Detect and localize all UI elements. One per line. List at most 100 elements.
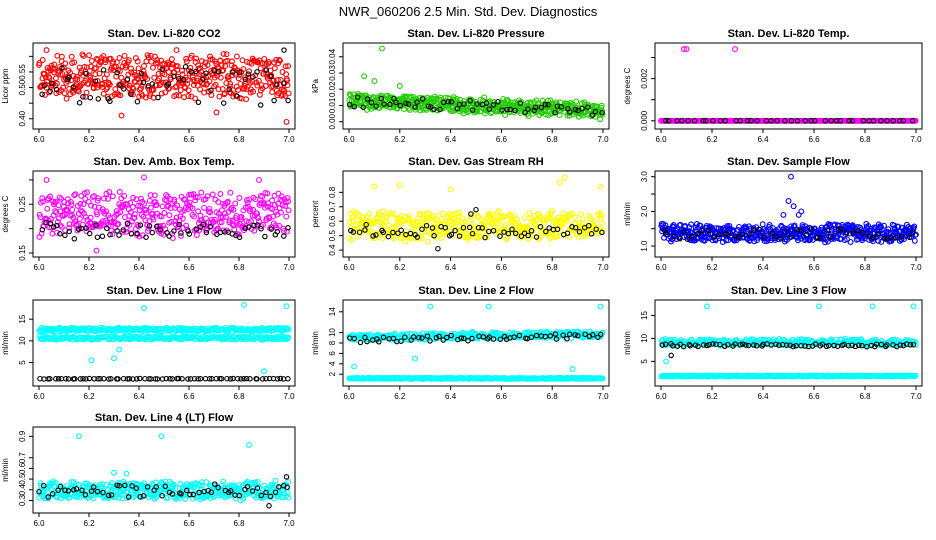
data-point — [233, 53, 240, 60]
outlier-point — [141, 174, 147, 181]
data-point — [41, 82, 48, 89]
point-group — [36, 301, 292, 382]
x-tick-label: 6.6 — [808, 135, 820, 144]
data-point — [458, 335, 464, 341]
data-point — [58, 223, 65, 230]
plot-frame — [654, 299, 923, 387]
data-point — [828, 118, 834, 124]
data-point — [362, 227, 368, 233]
data-point — [456, 209, 463, 216]
data-point — [393, 99, 399, 106]
data-point — [36, 60, 43, 66]
data-point — [419, 96, 426, 102]
data-point — [387, 101, 393, 108]
y-tick-label: 0.8 — [328, 186, 337, 198]
data-point — [178, 232, 184, 239]
data-point — [57, 222, 64, 229]
outlier-point — [597, 183, 604, 190]
data-point — [227, 376, 234, 382]
data-point — [456, 233, 463, 239]
data-point — [274, 76, 281, 83]
outlier-point — [241, 301, 247, 308]
data-point — [152, 199, 159, 206]
x-tick-label: 6.8 — [233, 135, 245, 144]
data-point — [218, 375, 225, 382]
data-point — [576, 229, 583, 235]
data-point — [131, 211, 138, 218]
data-point — [405, 215, 412, 222]
data-point — [406, 106, 413, 113]
data-point — [575, 107, 581, 114]
data-point — [419, 226, 425, 232]
data-point — [178, 230, 184, 236]
data-point — [782, 118, 788, 124]
data-point — [410, 334, 417, 340]
data-point — [808, 118, 814, 124]
x-tick-label: 6.8 — [859, 392, 871, 401]
data-point — [591, 218, 598, 225]
data-point — [688, 221, 695, 228]
data-point — [135, 65, 142, 72]
data-point — [474, 101, 480, 107]
data-point — [486, 106, 493, 112]
data-point — [269, 89, 276, 96]
data-point — [495, 99, 501, 105]
data-point — [55, 215, 62, 222]
data-point — [480, 334, 487, 340]
data-point — [285, 207, 292, 214]
data-point — [516, 332, 523, 339]
data-point — [171, 73, 177, 80]
data-point — [366, 210, 373, 217]
data-point — [109, 231, 116, 238]
y-tick-label: 10 — [640, 333, 649, 342]
data-point — [206, 376, 213, 382]
data-point — [157, 227, 163, 233]
data-point — [53, 376, 59, 382]
outlier-point — [569, 366, 576, 372]
chart-title: Stan. Dev. Li-820 Pressure — [407, 28, 544, 40]
data-point — [94, 211, 101, 218]
x-tick-label: 6.2 — [83, 263, 95, 272]
plot-frame — [342, 42, 610, 130]
data-point — [263, 70, 270, 77]
data-point — [462, 219, 469, 226]
data-point — [133, 72, 140, 79]
y-tick-label: 0.7 — [328, 201, 337, 213]
data-point — [141, 200, 148, 207]
data-point — [588, 231, 595, 237]
series-cal — [348, 206, 605, 252]
data-point — [42, 91, 48, 98]
outlier-point — [447, 186, 454, 193]
figure-title: NWR_060206 2.5 Min. Std. Dev. Diagnostic… — [339, 4, 598, 19]
outlier-point — [371, 78, 378, 85]
data-point — [130, 194, 137, 201]
data-point — [806, 237, 812, 244]
data-point — [346, 91, 353, 98]
data-point — [55, 376, 62, 382]
data-point — [598, 212, 605, 219]
data-point — [94, 84, 101, 91]
data-point — [373, 232, 379, 238]
data-point — [445, 98, 452, 105]
data-point — [843, 230, 850, 236]
data-point — [268, 226, 275, 232]
data-point — [380, 334, 387, 341]
data-point — [509, 226, 515, 233]
data-point — [215, 210, 222, 217]
data-point — [419, 335, 425, 341]
data-point — [66, 225, 73, 231]
series-mid — [36, 333, 292, 343]
data-point — [242, 74, 248, 81]
y-tick-label: 0.02 — [328, 81, 337, 97]
x-tick-label: 6.2 — [83, 135, 95, 144]
data-point — [94, 234, 101, 240]
data-point — [751, 227, 757, 234]
data-point — [860, 118, 867, 124]
data-point — [63, 95, 70, 102]
series-lo — [658, 372, 919, 380]
data-point — [531, 107, 538, 114]
outlier-point — [281, 47, 287, 53]
data-point — [536, 211, 542, 218]
data-point — [90, 85, 97, 92]
